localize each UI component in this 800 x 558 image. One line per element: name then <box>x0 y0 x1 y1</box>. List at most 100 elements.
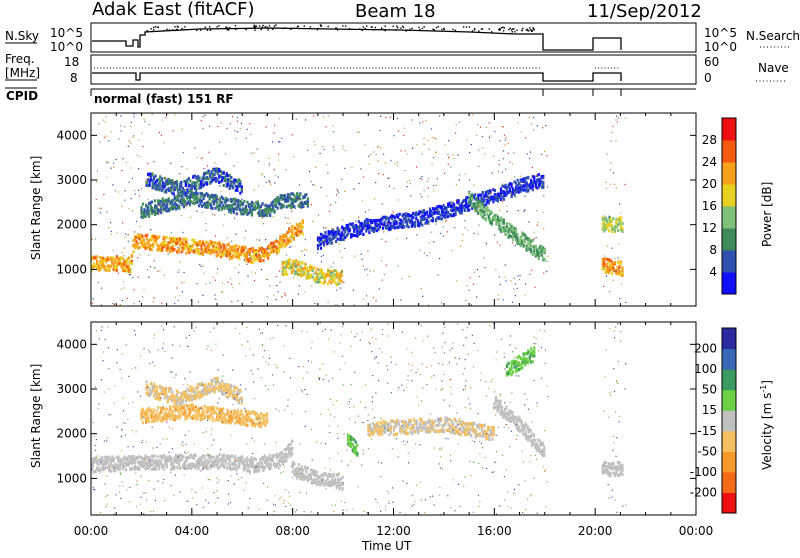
power-noise <box>493 156 494 157</box>
power-cell <box>511 195 513 198</box>
power-noise <box>610 184 611 185</box>
power-noise <box>360 168 361 169</box>
power-noise <box>460 246 461 247</box>
power-noise <box>433 157 434 158</box>
power-cell <box>509 188 511 191</box>
velocity-cell <box>241 457 243 460</box>
power-noise <box>259 240 260 241</box>
power-cell <box>291 228 293 231</box>
power-noise <box>354 304 355 305</box>
power-cell <box>621 230 623 233</box>
power-noise <box>336 194 337 195</box>
power-noise <box>529 117 530 118</box>
power-noise <box>273 216 274 217</box>
power-cell <box>266 214 268 217</box>
velocity-cell <box>212 416 214 419</box>
power-cell <box>200 245 202 248</box>
nsky-point <box>227 29 228 30</box>
power-noise <box>114 304 115 305</box>
power-noise <box>542 212 543 213</box>
power-noise <box>231 301 232 302</box>
power-noise <box>289 195 290 196</box>
power-noise <box>209 126 210 127</box>
power-cell <box>208 177 210 180</box>
nsky-point <box>472 30 473 31</box>
power-noise <box>397 164 398 165</box>
nsky-point <box>511 29 512 30</box>
velocity-cell <box>169 406 171 409</box>
power-cell <box>611 224 613 227</box>
power-noise <box>285 295 286 296</box>
power-cell <box>181 195 183 198</box>
power-noise <box>432 137 433 138</box>
power-noise <box>315 144 316 145</box>
power-noise <box>197 157 198 158</box>
power-noise <box>295 270 296 271</box>
power-noise <box>113 167 114 168</box>
nsky-point <box>371 26 372 27</box>
power-cell <box>620 216 622 219</box>
power-cell <box>284 239 286 242</box>
power-noise <box>375 182 376 183</box>
power-noise <box>139 226 140 227</box>
power-noise <box>525 137 526 138</box>
velocity-cell <box>255 458 257 461</box>
power-cell <box>283 205 285 208</box>
power-noise <box>530 274 531 275</box>
power-cell <box>414 225 416 228</box>
power-noise <box>270 184 271 185</box>
power-noise <box>422 176 423 177</box>
power-noise <box>530 152 531 153</box>
freq-unit-label: [MHz] <box>5 66 40 80</box>
power-noise <box>267 279 268 280</box>
power-cell <box>128 257 130 260</box>
power-cell <box>146 234 148 237</box>
power-cell <box>396 221 398 224</box>
power-noise <box>181 129 182 130</box>
power-cell <box>141 235 143 238</box>
power-cell <box>455 213 457 216</box>
nsky-point <box>245 29 246 30</box>
velocity-cell <box>202 409 204 412</box>
power-noise <box>141 188 142 189</box>
power-noise <box>285 199 286 200</box>
power-noise <box>312 184 313 185</box>
power-noise <box>323 241 324 242</box>
power-noise <box>457 154 458 155</box>
velocity-cell <box>138 468 140 471</box>
nsky-point <box>349 29 350 30</box>
power-noise <box>148 254 149 255</box>
power-noise <box>265 115 266 116</box>
power-noise <box>230 123 231 124</box>
power-noise <box>125 190 126 191</box>
power-noise <box>328 115 329 116</box>
velocity-cell <box>158 467 160 470</box>
station-title: Adak East (fitACF) <box>92 0 255 20</box>
power-cell <box>261 202 263 205</box>
power-cell <box>353 230 355 233</box>
power-noise <box>224 214 225 215</box>
power-noise <box>328 302 329 303</box>
power-noise <box>497 299 498 300</box>
power-noise <box>503 299 504 300</box>
power-noise <box>431 128 432 129</box>
power-cell <box>312 269 314 272</box>
power-noise <box>207 201 208 202</box>
power-noise <box>202 295 203 296</box>
nsky-point <box>210 30 211 31</box>
power-noise <box>353 290 354 291</box>
nsky-point <box>297 26 298 27</box>
nsky-point <box>265 26 266 27</box>
power-cell <box>131 254 133 257</box>
power-noise <box>269 158 270 159</box>
power-noise <box>244 237 245 238</box>
power-noise <box>622 273 623 274</box>
power-noise <box>495 269 496 270</box>
power-noise <box>385 162 386 163</box>
velocity-cell <box>140 416 142 419</box>
power-noise <box>293 277 294 278</box>
power-cell <box>517 179 519 182</box>
power-noise <box>201 158 202 159</box>
cpid-label: CPID <box>6 89 38 103</box>
power-noise <box>228 282 229 283</box>
